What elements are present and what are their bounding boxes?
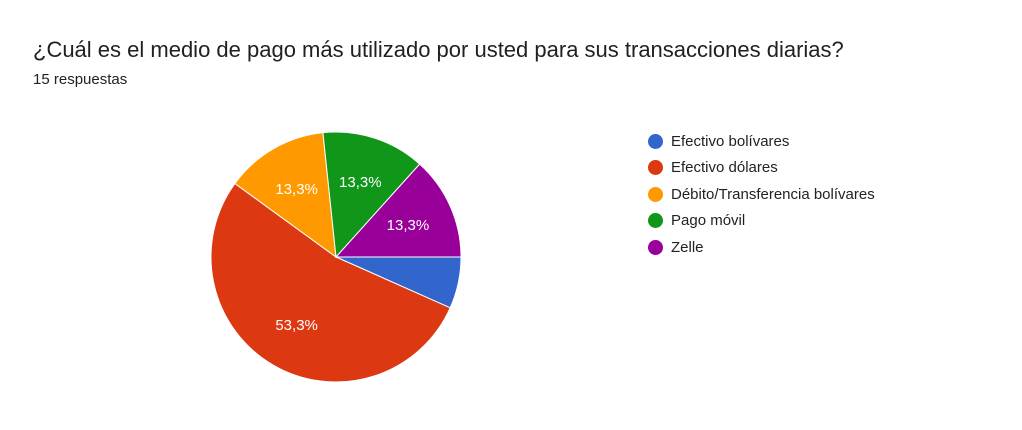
legend-label: Zelle xyxy=(671,238,704,256)
legend-swatch xyxy=(648,213,663,229)
pie-slice-pago-movil[interactable] xyxy=(322,131,421,259)
legend-label: Débito/Transferencia bolívares xyxy=(671,185,875,203)
pie-slices xyxy=(210,131,462,383)
legend-swatch xyxy=(648,186,663,202)
chart-legend: Efectivo bolívares Efectivo dólares Débito… xyxy=(648,128,988,261)
legend-swatch xyxy=(648,160,663,176)
response-count: 15 respuestas xyxy=(33,71,128,88)
legend-swatch xyxy=(648,133,663,149)
legend-item-efectivo-bolivares[interactable]: Efectivo bolívares xyxy=(648,128,988,155)
pie-slice-debito-transferencia-bolivares[interactable] xyxy=(234,132,337,259)
slice-label-efectivo-dolares: 53,3% xyxy=(275,317,318,334)
chart-title: ¿Cuál es el medio de pago más utilizado … xyxy=(33,37,844,62)
slice-label-debito-transferencia-bolivares: 13,3% xyxy=(275,181,318,198)
pie-slice-zelle[interactable] xyxy=(334,163,462,258)
legend-label: Efectivo dólares xyxy=(671,159,778,177)
slice-label-zelle: 13,3% xyxy=(387,217,430,234)
legend-item-efectivo-dolares[interactable]: Efectivo dólares xyxy=(648,155,988,182)
legend-item-pago-movil[interactable]: Pago móvil xyxy=(648,208,988,235)
legend-label: Efectivo bolívares xyxy=(671,132,790,150)
pie-slice-labels: 53,3% 13,3% 13,3% 13,3% xyxy=(275,174,429,334)
pie-chart: 53,3% 13,3% 13,3% 13,3% xyxy=(210,131,462,383)
legend-item-debito-transferencia-bolivares[interactable]: Débito/Transferencia bolívares xyxy=(648,181,988,208)
pie-slice-efectivo-dolares[interactable] xyxy=(210,182,451,383)
legend-swatch xyxy=(648,239,663,255)
legend-label: Pago móvil xyxy=(671,212,746,230)
legend-item-zelle[interactable]: Zelle xyxy=(648,234,988,261)
slice-label-pago-movil: 13,3% xyxy=(339,174,382,191)
